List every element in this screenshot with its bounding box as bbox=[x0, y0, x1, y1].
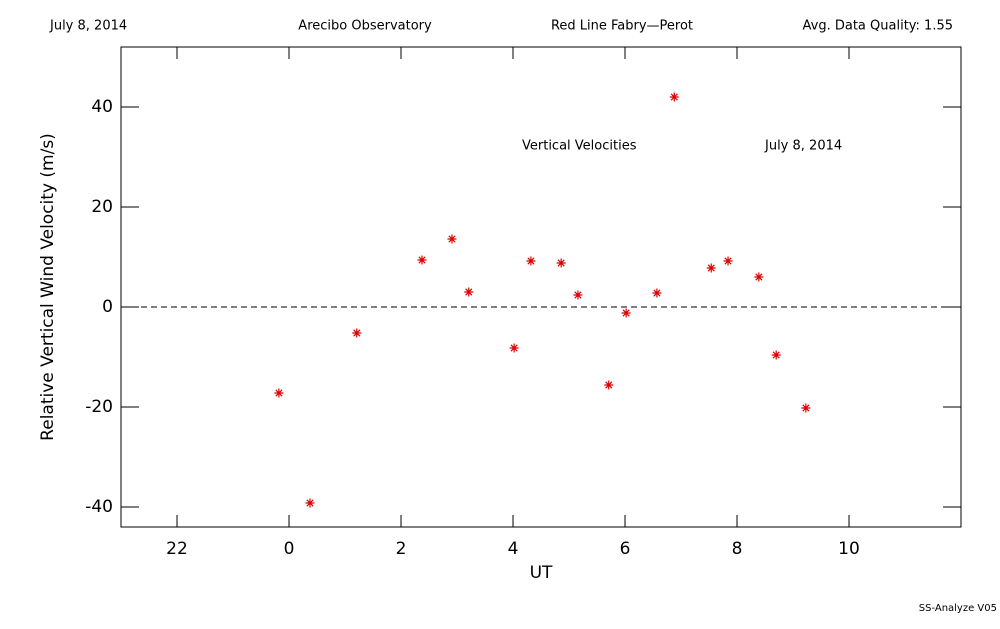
data-point bbox=[771, 350, 781, 360]
data-point bbox=[274, 388, 284, 398]
header-instrument: Red Line Fabry—Perot bbox=[551, 19, 693, 34]
y-axis-label: Relative Vertical Wind Velocity (m/s) bbox=[38, 133, 58, 441]
data-point bbox=[604, 380, 614, 390]
data-point bbox=[447, 234, 457, 244]
x-tick-label: 0 bbox=[284, 539, 295, 559]
plot-frame bbox=[120, 46, 962, 528]
y-tick-label: -40 bbox=[85, 497, 113, 517]
data-point bbox=[621, 308, 631, 318]
data-point bbox=[801, 403, 811, 413]
data-point bbox=[723, 256, 733, 266]
y-tick-label: -20 bbox=[85, 397, 113, 417]
annotation: Vertical Velocities bbox=[522, 139, 637, 154]
x-tick-label: 4 bbox=[508, 539, 519, 559]
header-quality: Avg. Data Quality: 1.55 bbox=[803, 19, 953, 34]
x-tick-label: 6 bbox=[620, 539, 631, 559]
y-tick-label: 40 bbox=[91, 97, 113, 117]
data-point bbox=[352, 328, 362, 338]
data-point bbox=[509, 343, 519, 353]
data-point bbox=[526, 256, 536, 266]
data-point bbox=[305, 498, 315, 508]
x-tick-label: 10 bbox=[838, 539, 860, 559]
y-tick-label: 20 bbox=[91, 197, 113, 217]
data-point bbox=[417, 255, 427, 265]
header-site: Arecibo Observatory bbox=[298, 19, 432, 34]
x-tick-label: 2 bbox=[396, 539, 407, 559]
x-axis-label: UT bbox=[530, 563, 553, 583]
data-point bbox=[464, 287, 474, 297]
annotation: July 8, 2014 bbox=[764, 139, 842, 154]
x-tick-label: 22 bbox=[166, 539, 188, 559]
data-point bbox=[706, 263, 716, 273]
header-date: July 8, 2014 bbox=[49, 19, 127, 34]
data-point bbox=[573, 290, 583, 300]
data-point bbox=[754, 272, 764, 282]
y-tick-label: 0 bbox=[102, 297, 113, 317]
data-point bbox=[652, 288, 662, 298]
data-point bbox=[669, 92, 679, 102]
data-point bbox=[556, 258, 566, 268]
x-tick-label: 8 bbox=[732, 539, 743, 559]
footer: SS-Analyze V05 bbox=[919, 603, 997, 614]
